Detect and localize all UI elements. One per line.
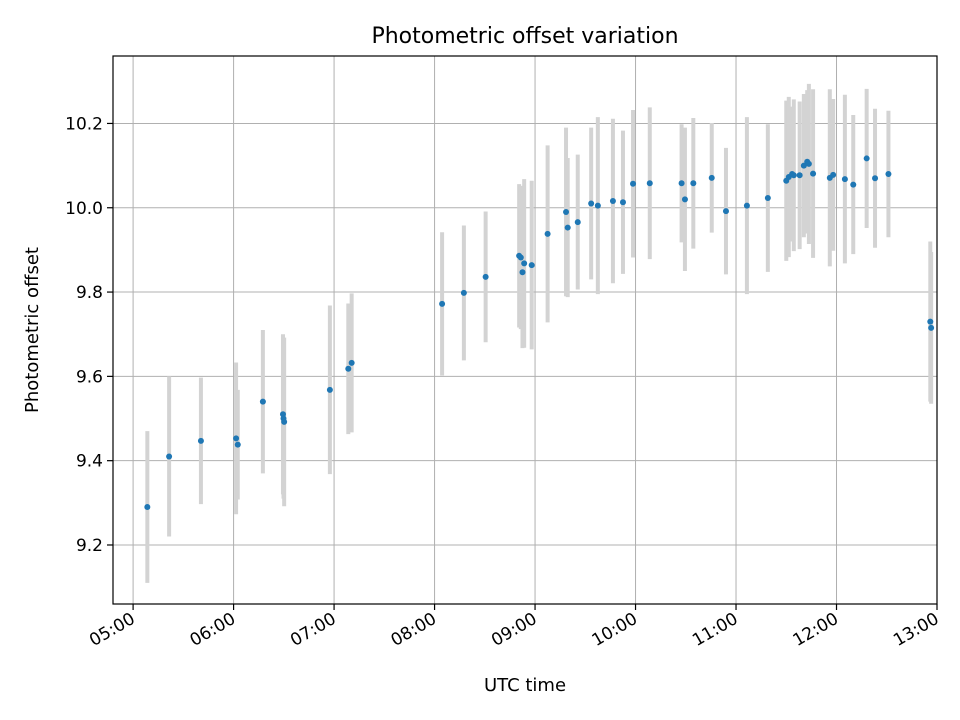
data-point (863, 155, 870, 162)
data-point (563, 208, 570, 215)
data-point (519, 269, 526, 276)
x-tick-label: 11:00 (689, 609, 741, 651)
data-point (690, 180, 697, 187)
data-point (810, 170, 817, 177)
data-point (722, 208, 729, 215)
y-tick-label: 9.4 (76, 452, 103, 472)
x-tick-label: 08:00 (388, 609, 440, 651)
data-point (544, 230, 551, 237)
x-axis-label: UTC time (484, 675, 566, 696)
y-tick-label: 9.6 (76, 367, 103, 387)
data-point (764, 195, 771, 202)
data-point (482, 273, 489, 280)
data-point (528, 262, 535, 269)
data-point (830, 171, 837, 178)
data-point (872, 175, 879, 182)
data-point (646, 180, 653, 187)
data-point (517, 254, 524, 261)
data-point (805, 160, 812, 167)
data-point (564, 224, 571, 231)
x-tick-label: 12:00 (790, 609, 842, 651)
data-point (144, 504, 151, 511)
data-point (345, 365, 352, 372)
data-point (588, 200, 595, 207)
data-point (609, 198, 616, 205)
x-tick-label: 10:00 (589, 609, 641, 651)
data-point (348, 359, 355, 366)
data-point (928, 324, 935, 331)
data-point (619, 199, 626, 206)
y-tick-label: 10.0 (65, 199, 103, 219)
chart-title: Photometric offset variation (371, 24, 678, 49)
data-point (850, 181, 857, 188)
x-tick-layer: 05:00 06:00 07:00 08:00 09:00 10:00 11:00 12:00… (86, 604, 943, 651)
y-axis-label: Photometric offset (22, 247, 43, 413)
data-point (574, 219, 581, 226)
data-point (841, 176, 848, 183)
x-tick-label: 06:00 (187, 609, 239, 651)
y-tick-layer: 9.2 9.4 9.6 9.8 10.0 10.2 (65, 114, 113, 556)
data-point (927, 318, 934, 325)
x-tick-label: 09:00 (488, 609, 540, 651)
y-tick-label: 9.8 (76, 283, 103, 303)
x-tick-label: 07:00 (287, 609, 339, 651)
data-point (521, 260, 528, 267)
data-point (630, 180, 637, 187)
data-point (166, 453, 173, 460)
data-point (594, 202, 601, 209)
y-tick-label: 10.2 (65, 114, 103, 134)
data-point (743, 202, 750, 209)
data-point (234, 441, 241, 448)
error-bar-layer (145, 83, 934, 583)
x-tick-label: 05:00 (86, 609, 138, 651)
data-point (460, 289, 467, 296)
data-point (197, 437, 204, 444)
x-tick-label: 13:00 (890, 609, 942, 651)
data-point (439, 300, 446, 307)
y-tick-label: 9.2 (76, 536, 103, 556)
data-point (281, 418, 288, 425)
data-point (681, 196, 688, 203)
data-point (790, 172, 797, 179)
point-layer (144, 155, 935, 511)
data-point (259, 398, 266, 405)
data-point (233, 435, 240, 442)
data-point (326, 386, 333, 393)
data-point (678, 180, 685, 187)
data-point (708, 174, 715, 181)
plot-frame (112, 55, 938, 605)
data-point (885, 171, 892, 178)
data-point (796, 172, 803, 179)
